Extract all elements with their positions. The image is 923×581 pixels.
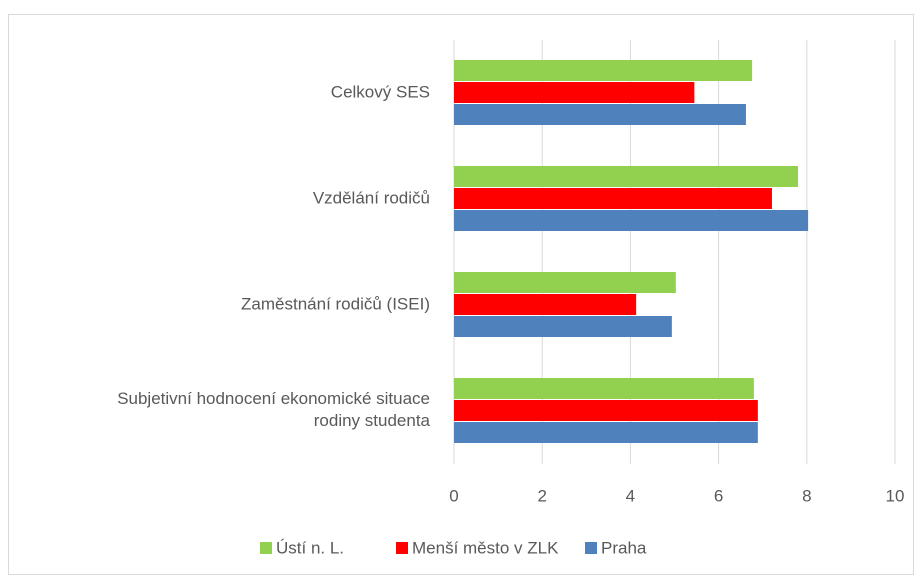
y-tick-label: Subjetivní hodnocení ekonomické situace r… — [117, 389, 430, 430]
bar — [454, 166, 798, 187]
legend-label: Ústí n. L. — [276, 538, 344, 557]
y-tick-label: Zaměstnání rodičů (ISEI) — [241, 294, 430, 313]
x-tick-label: 4 — [626, 486, 635, 505]
y-tick-label: Vzdělání rodičů — [313, 188, 430, 207]
bar — [454, 188, 772, 209]
bar — [454, 60, 753, 81]
y-tick-label: Celkový SES — [331, 82, 430, 101]
bar — [454, 378, 754, 399]
bar — [454, 82, 695, 103]
legend-swatch — [396, 542, 408, 554]
bar — [454, 210, 809, 231]
bar — [454, 422, 758, 443]
x-tick-label: 6 — [714, 486, 723, 505]
legend-swatch — [260, 542, 272, 554]
bar — [454, 104, 746, 125]
x-tick-label: 2 — [537, 486, 546, 505]
bar — [454, 272, 676, 293]
x-tick-label: 10 — [886, 486, 905, 505]
bar — [454, 316, 672, 337]
legend-swatch — [585, 542, 597, 554]
x-tick-label: 8 — [802, 486, 811, 505]
legend-label: Menší město v ZLK — [412, 538, 559, 557]
bar — [454, 400, 758, 421]
legend-label: Praha — [601, 538, 647, 557]
bar — [454, 294, 637, 315]
x-tick-label: 0 — [449, 486, 458, 505]
